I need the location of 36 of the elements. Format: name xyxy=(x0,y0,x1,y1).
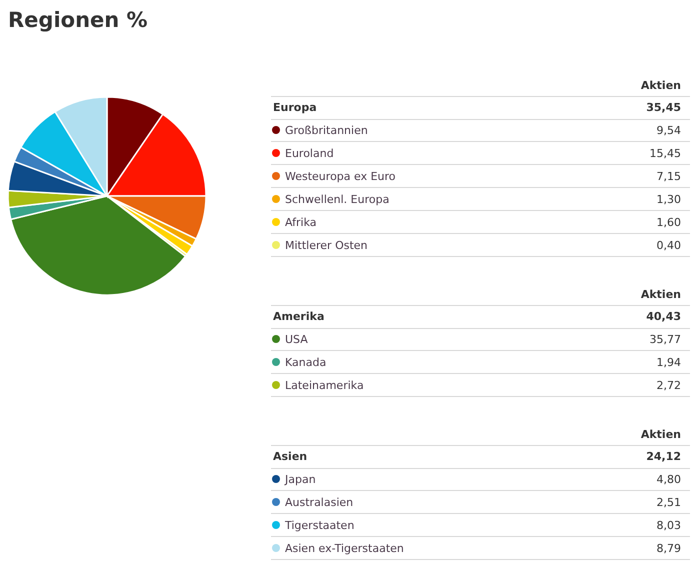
data-label: 7,15 xyxy=(656,170,681,183)
text: Europa xyxy=(273,101,317,114)
legend-label: Tigerstaaten xyxy=(284,519,354,532)
legend-label: Westeuropa ex Euro xyxy=(285,170,396,183)
data-label: 0,40 xyxy=(656,239,681,252)
legend-label: Lateinamerika xyxy=(285,379,364,392)
text: Aktien xyxy=(640,428,681,441)
data-label: 9,54 xyxy=(656,124,681,137)
text: Amerika xyxy=(273,310,324,323)
text: Asien xyxy=(273,450,308,463)
data-label: 2,72 xyxy=(656,379,681,392)
text: 35,45 xyxy=(646,101,681,114)
legend-label: USA xyxy=(285,333,308,346)
legend-label: Asien ex-Tigerstaaten xyxy=(285,542,404,555)
legend-label: Kanada xyxy=(285,356,326,369)
text: 24,12 xyxy=(646,450,681,463)
data-label: 1,30 xyxy=(656,193,681,206)
legend-label: Großbritannien xyxy=(285,124,368,137)
data-label: 35,77 xyxy=(650,333,681,346)
data-label: 1,94 xyxy=(656,356,681,369)
legend-label: Australasien xyxy=(285,496,354,509)
data-label: 4,80 xyxy=(656,473,681,486)
text: 40,43 xyxy=(646,310,681,323)
text: Aktien xyxy=(640,288,681,301)
data-label: 8,03 xyxy=(656,519,681,532)
legend-label: Mittlerer Osten xyxy=(285,239,368,252)
data-label: 15,45 xyxy=(650,147,681,160)
legend-label: Euroland xyxy=(285,147,334,160)
legend-label: Afrika xyxy=(285,216,317,229)
chart-title: Regionen % xyxy=(8,8,148,32)
data-label: 1,60 xyxy=(656,216,681,229)
legend-label: Schwellenl. Europa xyxy=(285,193,390,206)
data-label: 8,79 xyxy=(656,542,681,555)
text: Aktien xyxy=(640,79,681,92)
data-label: 2,51 xyxy=(656,496,681,509)
legend-label: Japan xyxy=(284,473,316,486)
